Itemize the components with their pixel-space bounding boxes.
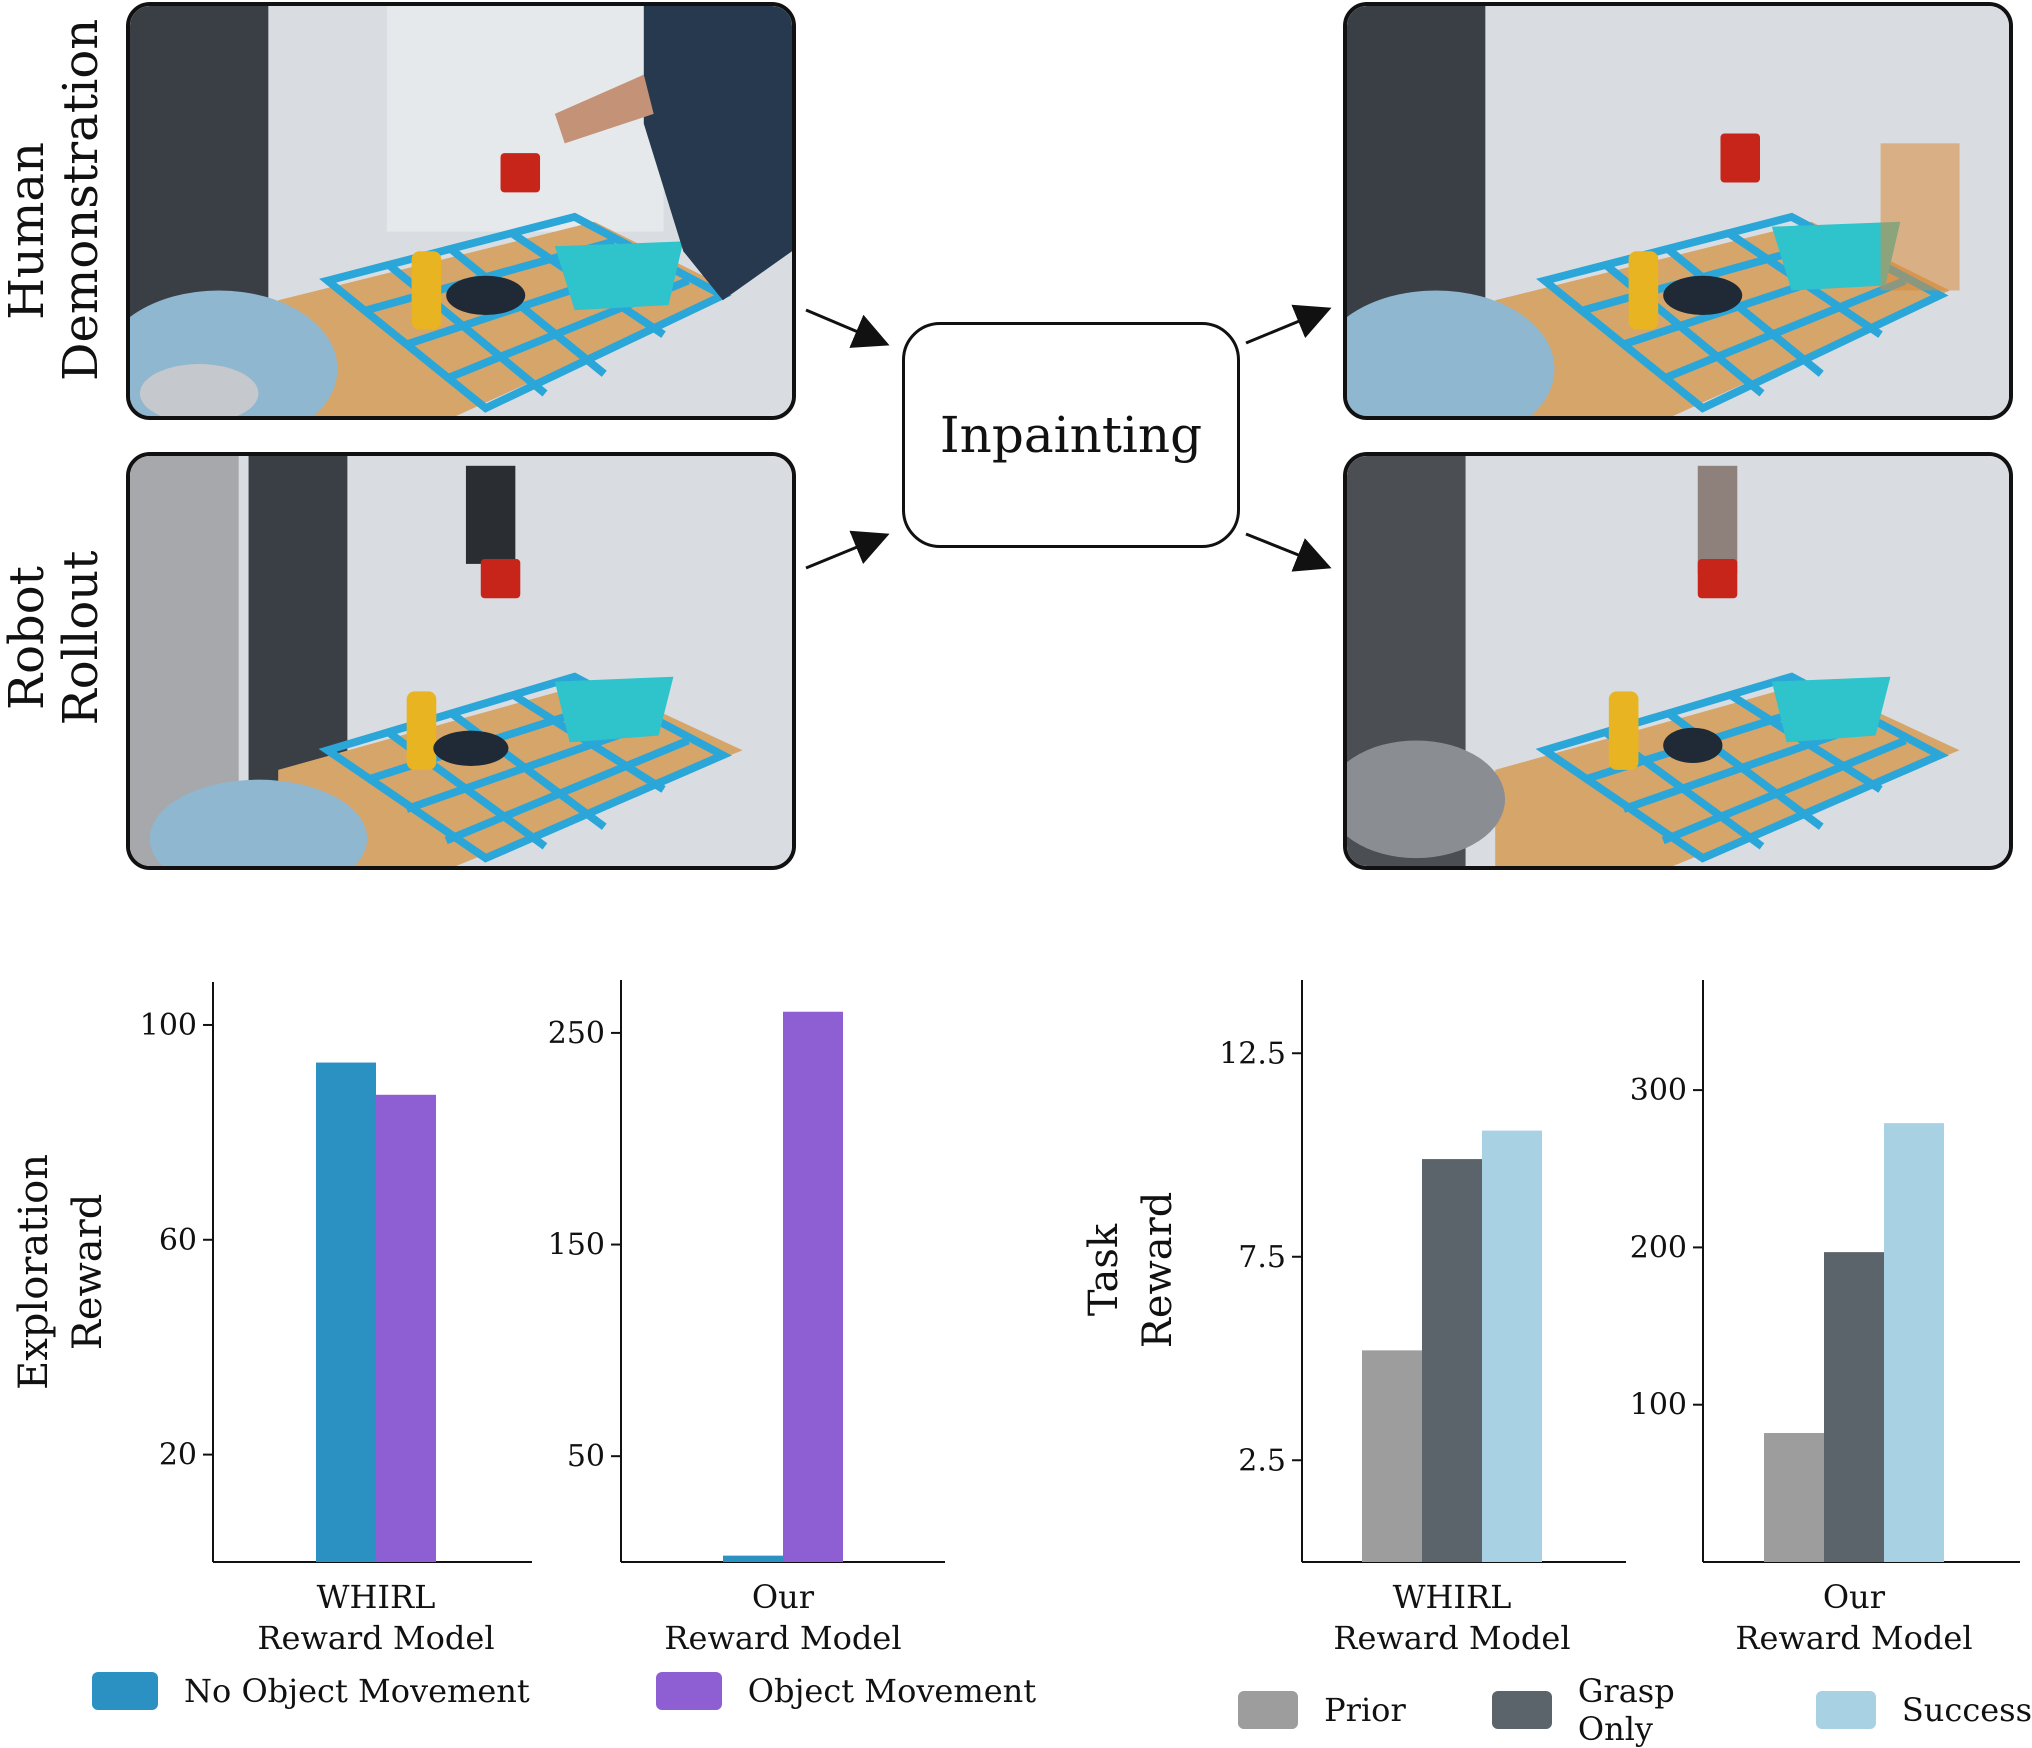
y-tick-label: 20 [159,1438,197,1473]
bar-prior [1362,1350,1422,1562]
y-axis-label-word: Task [1081,1223,1127,1316]
bar-no-object-movement [723,1555,783,1562]
bar-grasp-only [1422,1159,1482,1562]
y-axis-label-word: Exploration [11,1154,57,1390]
category-label-line1: Our [752,1578,815,1616]
inpainted-robot-photo [1343,452,2013,870]
legend-swatch-prior [1238,1691,1299,1729]
bar-object-movement [783,1011,843,1562]
category-label-line2: Reward Model [1735,1619,1972,1657]
category-label-line1: WHIRL [317,1578,436,1616]
legend-label-prior: Prior [1324,1691,1406,1729]
y-axis-label-word: Reward [65,1194,111,1351]
category-label-line2: Reward Model [664,1619,901,1657]
category-label-line1: WHIRL [1393,1578,1512,1616]
legend-swatch-no-object-movement [92,1672,158,1710]
y-tick-label: 250 [548,1016,605,1051]
arrow-inpainting-to-human [1245,304,1332,345]
legend-swatch-success [1815,1691,1876,1729]
legend-label-success: Success [1901,1691,2032,1729]
y-tick-label: 50 [567,1439,605,1474]
legend-label-no-object-movement: No Object Movement [184,1672,530,1710]
y-axis-label: Exploration Reward [11,1154,111,1390]
legend-swatch-grasp-only [1491,1691,1552,1729]
category-label-line2: Reward Model [257,1619,494,1657]
legend-exploration: No Object Movement Object Movement [92,1672,1036,1710]
category-label-line1: Our [1823,1578,1886,1616]
y-tick-label: 60 [159,1223,197,1258]
legend-swatch-object-movement [655,1672,722,1710]
inpainting-label: Inpainting [939,406,1203,464]
bar-prior [1764,1433,1824,1562]
y-axis-label-word: Reward [1135,1192,1181,1349]
y-tick-label: 100 [140,1008,197,1043]
bar-grasp-only [1824,1252,1884,1562]
inpainting-box: Inpainting [902,322,1240,548]
arrow-inpainting-to-robot [1245,532,1332,572]
bar-success [1884,1123,1944,1562]
y-tick-label: 200 [1630,1230,1687,1265]
y-axis-label: Task Reward [1081,1192,1181,1349]
y-tick-label: 100 [1630,1388,1687,1423]
y-tick-label: 2.5 [1238,1443,1286,1478]
human-demonstration-photo [126,2,796,420]
robot-rollout-photo [126,452,796,870]
bar-no-object-movement [316,1062,376,1562]
bar-success [1482,1130,1542,1562]
y-tick-label: 300 [1630,1073,1687,1108]
legend-label-object-movement: Object Movement [747,1672,1037,1710]
arrow-human-to-inpainting [805,308,890,348]
inpainted-human-photo [1343,2,2013,420]
y-tick-label: 7.5 [1238,1240,1286,1275]
category-label-line2: Reward Model [1333,1619,1570,1657]
legend-task: Prior Grasp Only Success [1238,1672,2032,1748]
legend-label-grasp-only: Grasp Only [1577,1672,1675,1748]
arrow-robot-to-inpainting [805,530,890,570]
bar-object-movement [376,1094,436,1562]
y-tick-label: 12.5 [1219,1036,1286,1071]
y-tick-label: 150 [548,1228,605,1263]
flow-arrows [805,304,1332,572]
